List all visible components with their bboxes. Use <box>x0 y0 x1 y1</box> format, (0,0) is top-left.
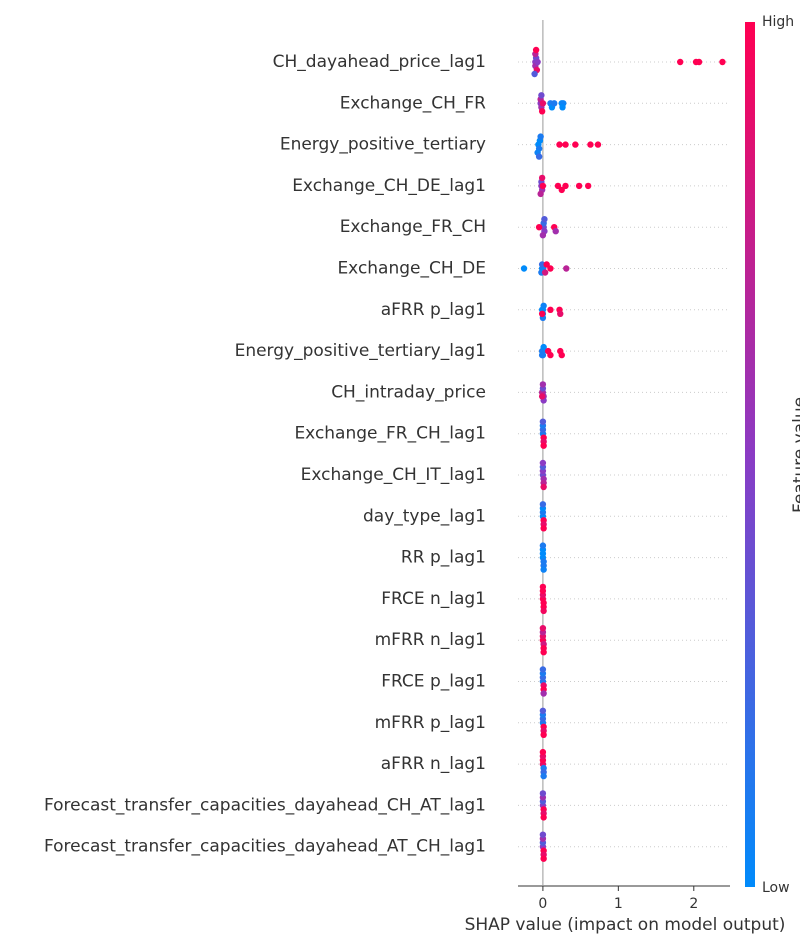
shap-point <box>538 108 546 115</box>
shap-point <box>540 772 547 780</box>
shap-point <box>538 393 546 400</box>
shap-point <box>552 228 559 235</box>
x-tick-label: 1 <box>614 896 623 912</box>
shap-point <box>539 625 547 632</box>
shap-point <box>540 442 547 449</box>
shap-point <box>539 381 547 388</box>
colorbar-high: High <box>762 14 794 30</box>
shap-point <box>584 182 592 190</box>
feature-label: Energy_positive_tertiary_lag1 <box>235 341 486 361</box>
feature-label: CH_intraday_price <box>331 382 486 402</box>
feature-label: aFRR n_lag1 <box>381 754 486 774</box>
shap-point <box>554 182 562 190</box>
shap-point <box>540 343 547 351</box>
shap-point <box>540 731 547 738</box>
shap-point <box>539 542 547 549</box>
shap-point <box>556 141 563 148</box>
shap-point <box>558 186 565 194</box>
shap-point <box>539 418 547 425</box>
shap-point <box>539 100 547 107</box>
shap-point <box>541 216 548 223</box>
shap-point <box>539 232 547 239</box>
feature-label: FRCE p_lag1 <box>381 672 486 692</box>
shap-point <box>539 790 547 797</box>
feature-label: aFRR p_lag1 <box>381 300 486 320</box>
colorbar <box>745 22 755 887</box>
feature-label: Exchange_FR_CH <box>340 217 486 237</box>
feature-label: Exchange_FR_CH_lag1 <box>294 424 486 444</box>
shap-point <box>540 302 547 309</box>
shap-point <box>719 58 726 66</box>
feature-label: mFRR n_lag1 <box>375 630 486 650</box>
x-axis-label: SHAP value (impact on model output) <box>465 915 786 935</box>
shap-point <box>538 92 545 99</box>
shap-point <box>551 100 558 107</box>
shap-point <box>539 182 547 190</box>
shap-point <box>563 265 570 272</box>
shap-point <box>562 182 569 190</box>
shap-point <box>594 141 602 148</box>
shap-point <box>540 525 547 532</box>
feature-label: CH_dayahead_price_lag1 <box>273 52 486 72</box>
shap-point <box>537 190 544 198</box>
shap-point <box>547 265 554 272</box>
feature-label: RR p_lag1 <box>401 548 486 568</box>
shap-point <box>539 707 547 714</box>
shap-point <box>695 58 703 66</box>
shap-point <box>538 261 546 268</box>
shap-point <box>537 133 544 140</box>
feature-label: Exchange_CH_FR <box>340 93 486 113</box>
shap-point <box>540 566 547 573</box>
feature-label: Energy_positive_tertiary <box>280 135 486 155</box>
shap-point <box>532 46 540 54</box>
shap-point <box>540 607 547 615</box>
x-tick-label: 2 <box>689 896 698 912</box>
shap-point <box>539 666 547 673</box>
x-tick-label: 0 <box>538 896 547 912</box>
shap-point <box>540 814 547 821</box>
feature-label: Exchange_CH_IT_lag1 <box>301 465 486 485</box>
shap-point <box>540 483 547 491</box>
feature-label: Forecast_transfer_capacities_dayahead_CH… <box>44 795 486 815</box>
shap-point <box>541 269 549 276</box>
colorbar-low: Low <box>762 880 790 896</box>
feature-label: mFRR p_lag1 <box>375 713 486 733</box>
shap-point <box>520 265 528 272</box>
shap-point <box>540 855 547 862</box>
shap-point <box>547 351 554 359</box>
shap-point <box>539 831 547 838</box>
shap-point <box>538 174 546 182</box>
shap-point <box>540 649 547 656</box>
shap-point <box>531 70 538 78</box>
shap-point <box>677 58 684 66</box>
shap-point <box>587 141 594 148</box>
colorbar-label: Feature value <box>790 397 800 513</box>
shap-point <box>538 310 546 317</box>
shap-point <box>543 261 550 268</box>
shap-point <box>540 690 547 697</box>
shap-point <box>534 58 541 66</box>
shap-point <box>557 310 564 317</box>
feature-label: FRCE n_lag1 <box>381 589 486 609</box>
shap-point <box>539 748 547 756</box>
feature-label: Exchange_CH_DE_lag1 <box>292 176 486 196</box>
shap-point <box>535 153 543 160</box>
shap-point <box>572 141 579 148</box>
shap-point <box>547 306 554 313</box>
shap-point <box>558 351 565 359</box>
shap-point <box>535 224 543 231</box>
shap-point <box>539 501 547 508</box>
shap-point <box>559 104 566 111</box>
shap-point <box>539 583 547 591</box>
feature-label: Exchange_CH_DE <box>337 259 486 279</box>
feature-label: Forecast_transfer_capacities_dayahead_AT… <box>44 837 486 857</box>
shap-point <box>539 459 547 467</box>
feature-label: day_type_lag1 <box>363 506 486 526</box>
shap-point <box>538 351 546 359</box>
shap-point <box>575 182 583 190</box>
shap-point <box>562 141 569 148</box>
